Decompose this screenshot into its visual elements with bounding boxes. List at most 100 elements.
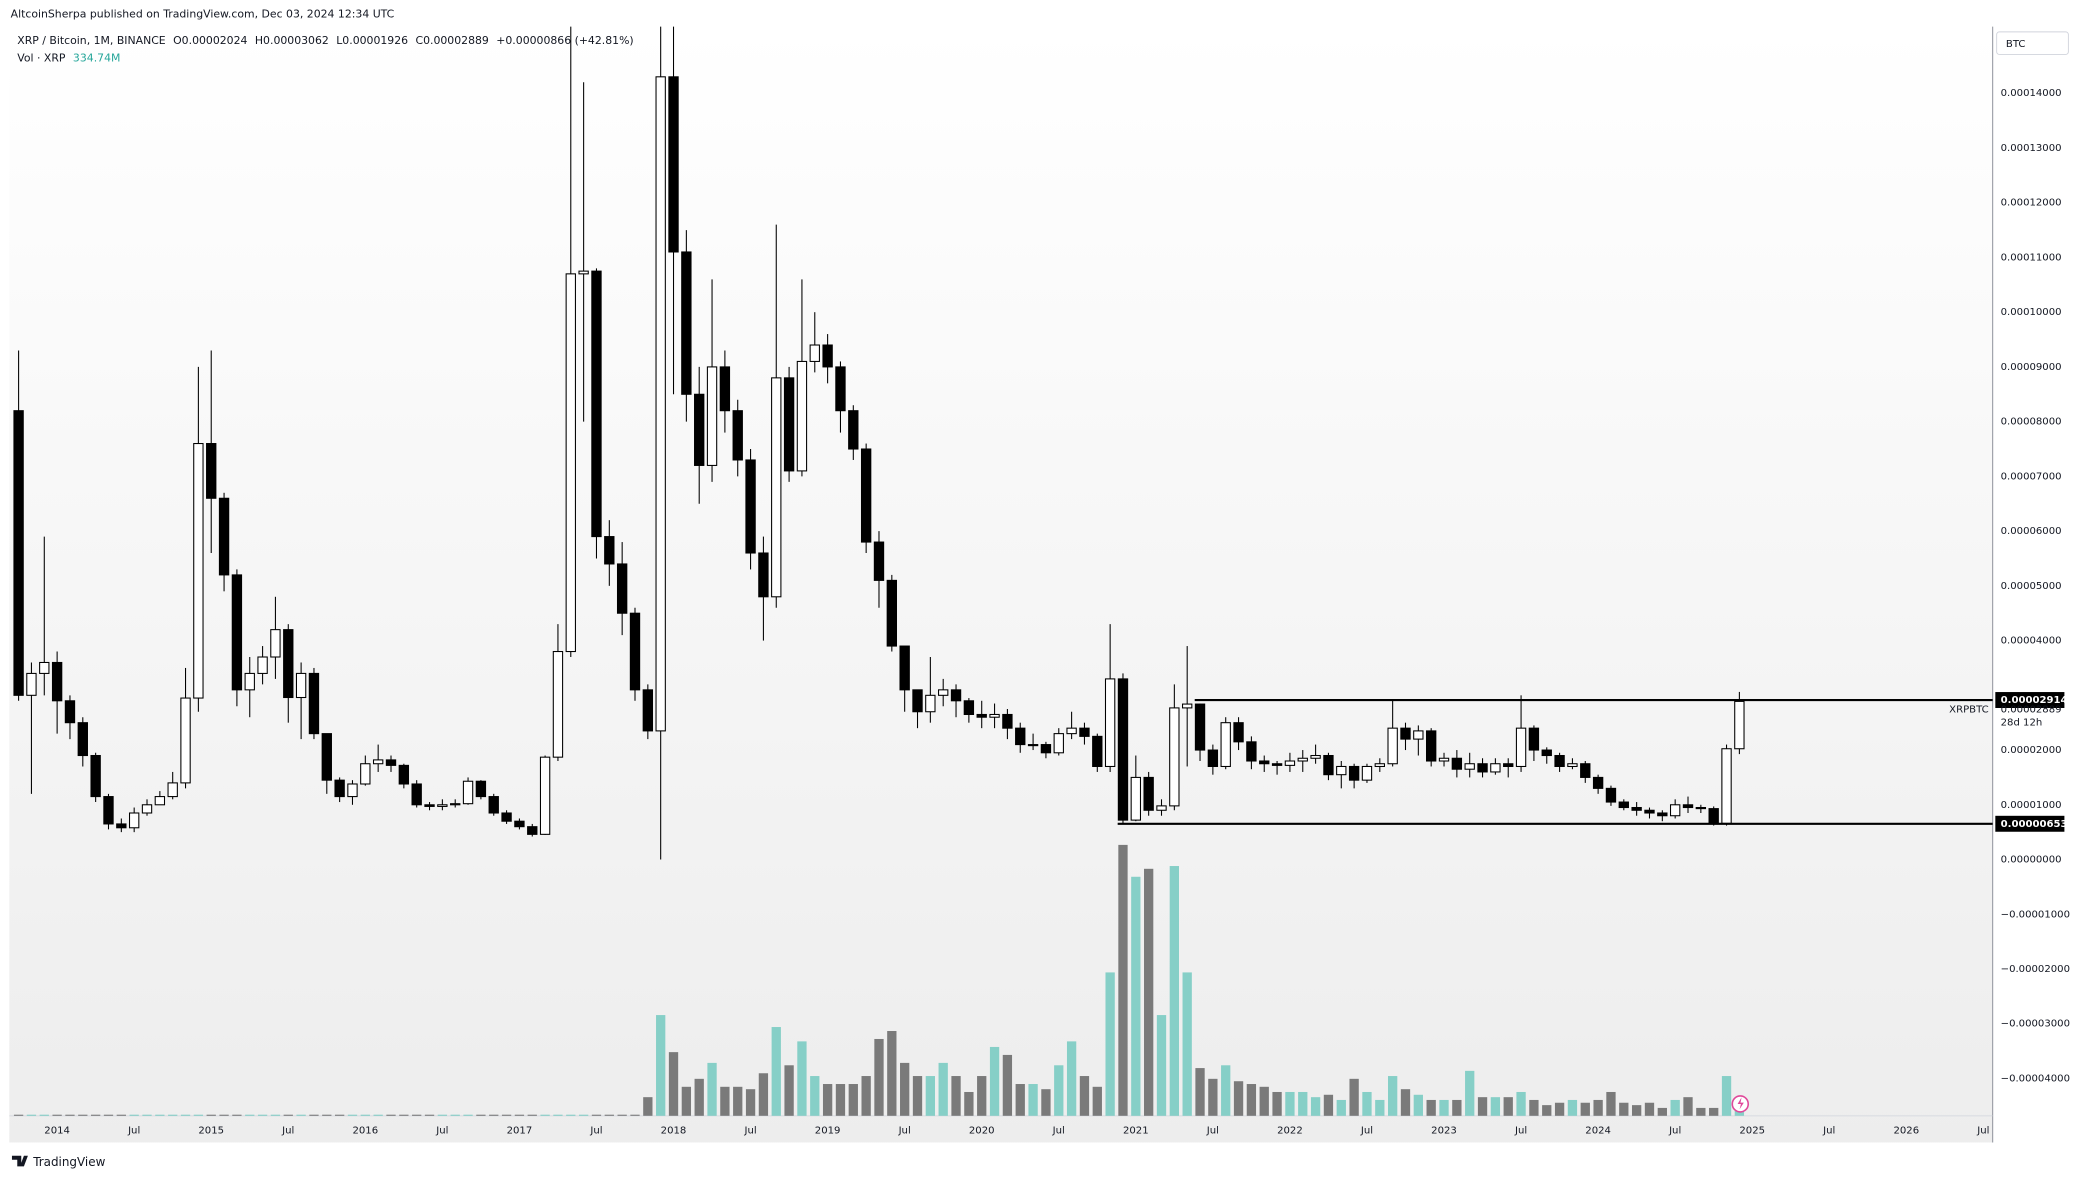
volume-bar — [399, 1114, 409, 1116]
candle-body — [1734, 700, 1745, 750]
alert-circle[interactable] — [1731, 1095, 1750, 1113]
volume-bar — [1619, 1102, 1629, 1116]
volume-bar — [656, 1015, 666, 1116]
level-label: 0.00002914 — [2001, 695, 2068, 706]
volume-bar — [938, 1062, 948, 1116]
volume-bar — [1413, 1094, 1423, 1116]
currency[interactable]: BTC — [2006, 39, 2026, 50]
candle-body — [1336, 765, 1347, 776]
candle-body — [1284, 760, 1296, 766]
volume-bar — [733, 1086, 743, 1116]
x-tick-label: 2026 — [1893, 1126, 1919, 1137]
volume-bar — [1683, 1097, 1693, 1116]
candle-body — [976, 713, 987, 718]
volume-bar — [1670, 1099, 1680, 1116]
volume-bar — [1529, 1099, 1539, 1116]
x-tick-label: Jul — [743, 1126, 756, 1137]
volume-bar — [874, 1038, 884, 1116]
candle-body — [1117, 678, 1129, 821]
y-tick-label: 0.00013000 — [2001, 143, 2062, 154]
volume-bar — [206, 1114, 216, 1116]
volume-bar — [810, 1076, 820, 1116]
candle-body — [655, 76, 666, 732]
volume-bar — [155, 1114, 165, 1116]
volume-bar — [591, 1114, 602, 1116]
y-tick-label: 0.00011000 — [2001, 252, 2062, 263]
author-line: AltcoinSherpa published on TradingView.c… — [11, 8, 395, 21]
y-tick-label: 0.00010000 — [2001, 307, 2062, 318]
volume-bar — [912, 1076, 923, 1116]
volume-bar — [373, 1114, 383, 1116]
ohlc-value: 0.00001926 — [342, 34, 408, 47]
volume-bar — [1092, 1086, 1102, 1116]
volume-bar — [1606, 1091, 1616, 1116]
candle-body — [26, 672, 37, 696]
candle-body — [527, 826, 538, 835]
volume-bar — [476, 1114, 486, 1116]
volume-bar — [129, 1114, 139, 1116]
x-tick-label: Jul — [281, 1126, 294, 1137]
candle-body — [64, 700, 76, 724]
volume-bar — [296, 1114, 306, 1116]
x-tick-label: 2018 — [661, 1126, 687, 1137]
currency-box[interactable] — [1996, 31, 2069, 55]
candle-body — [308, 672, 320, 735]
candle-body — [591, 270, 602, 538]
candle-body — [681, 251, 692, 395]
volume-bar — [360, 1114, 370, 1116]
candle-body — [1079, 727, 1090, 737]
volume-bar — [578, 1114, 589, 1116]
volume-bar — [257, 1114, 268, 1116]
candle-body — [989, 713, 1000, 718]
volume-bar — [1439, 1099, 1449, 1116]
plot — [13, 26, 1745, 1116]
volume-bar — [1721, 1076, 1732, 1116]
x-tick-label: Jul — [1822, 1126, 1835, 1137]
candle-body — [1040, 744, 1052, 754]
volume-bar — [1567, 1099, 1578, 1116]
candle-body — [51, 661, 63, 702]
level-label: 0.00000653 — [2001, 819, 2068, 830]
candle-body — [1143, 776, 1154, 811]
candle-body — [950, 689, 962, 702]
candle-body — [1169, 707, 1180, 807]
candle-body — [1104, 678, 1116, 768]
ohlc-value: 0.00003062 — [263, 34, 329, 47]
candle-body — [1438, 757, 1450, 762]
candle-body — [604, 536, 615, 565]
candle-body — [565, 273, 576, 653]
candle-body — [475, 780, 487, 798]
volume-bar — [1054, 1065, 1064, 1116]
volume-bar — [334, 1114, 345, 1116]
alert-bolt[interactable] — [1737, 1097, 1744, 1110]
alert-icon[interactable] — [1731, 1095, 1750, 1113]
candle-body — [938, 689, 949, 696]
volume-bar — [1066, 1041, 1077, 1116]
candle-body — [321, 733, 332, 781]
candle-body — [1618, 801, 1629, 809]
candle-body — [1361, 765, 1373, 781]
volume-bar — [1388, 1076, 1398, 1116]
volume-bar — [1709, 1107, 1719, 1116]
volume-bar — [1259, 1086, 1269, 1116]
y-tick-label: 0.00000000 — [2001, 855, 2062, 866]
candle-body — [552, 650, 564, 758]
candle-body — [1669, 804, 1681, 817]
volume-bar — [1400, 1089, 1411, 1116]
volume-bar — [1272, 1091, 1282, 1116]
volume-bar — [1015, 1084, 1025, 1116]
candle-body — [616, 563, 628, 614]
x-tick-label: Jul — [1360, 1126, 1373, 1137]
candle-body — [1515, 727, 1527, 768]
volume-bar — [245, 1114, 255, 1116]
volume-bar — [489, 1114, 499, 1116]
volume-bar — [1195, 1068, 1205, 1116]
last-price-symbol: XRPBTC — [1949, 704, 1989, 715]
volume-bar — [1144, 868, 1154, 1116]
x-tick-label: 2016 — [352, 1126, 378, 1137]
candle-body — [360, 763, 371, 785]
candle-body — [809, 344, 820, 362]
candle-body — [539, 756, 551, 835]
candle-body — [488, 796, 499, 814]
